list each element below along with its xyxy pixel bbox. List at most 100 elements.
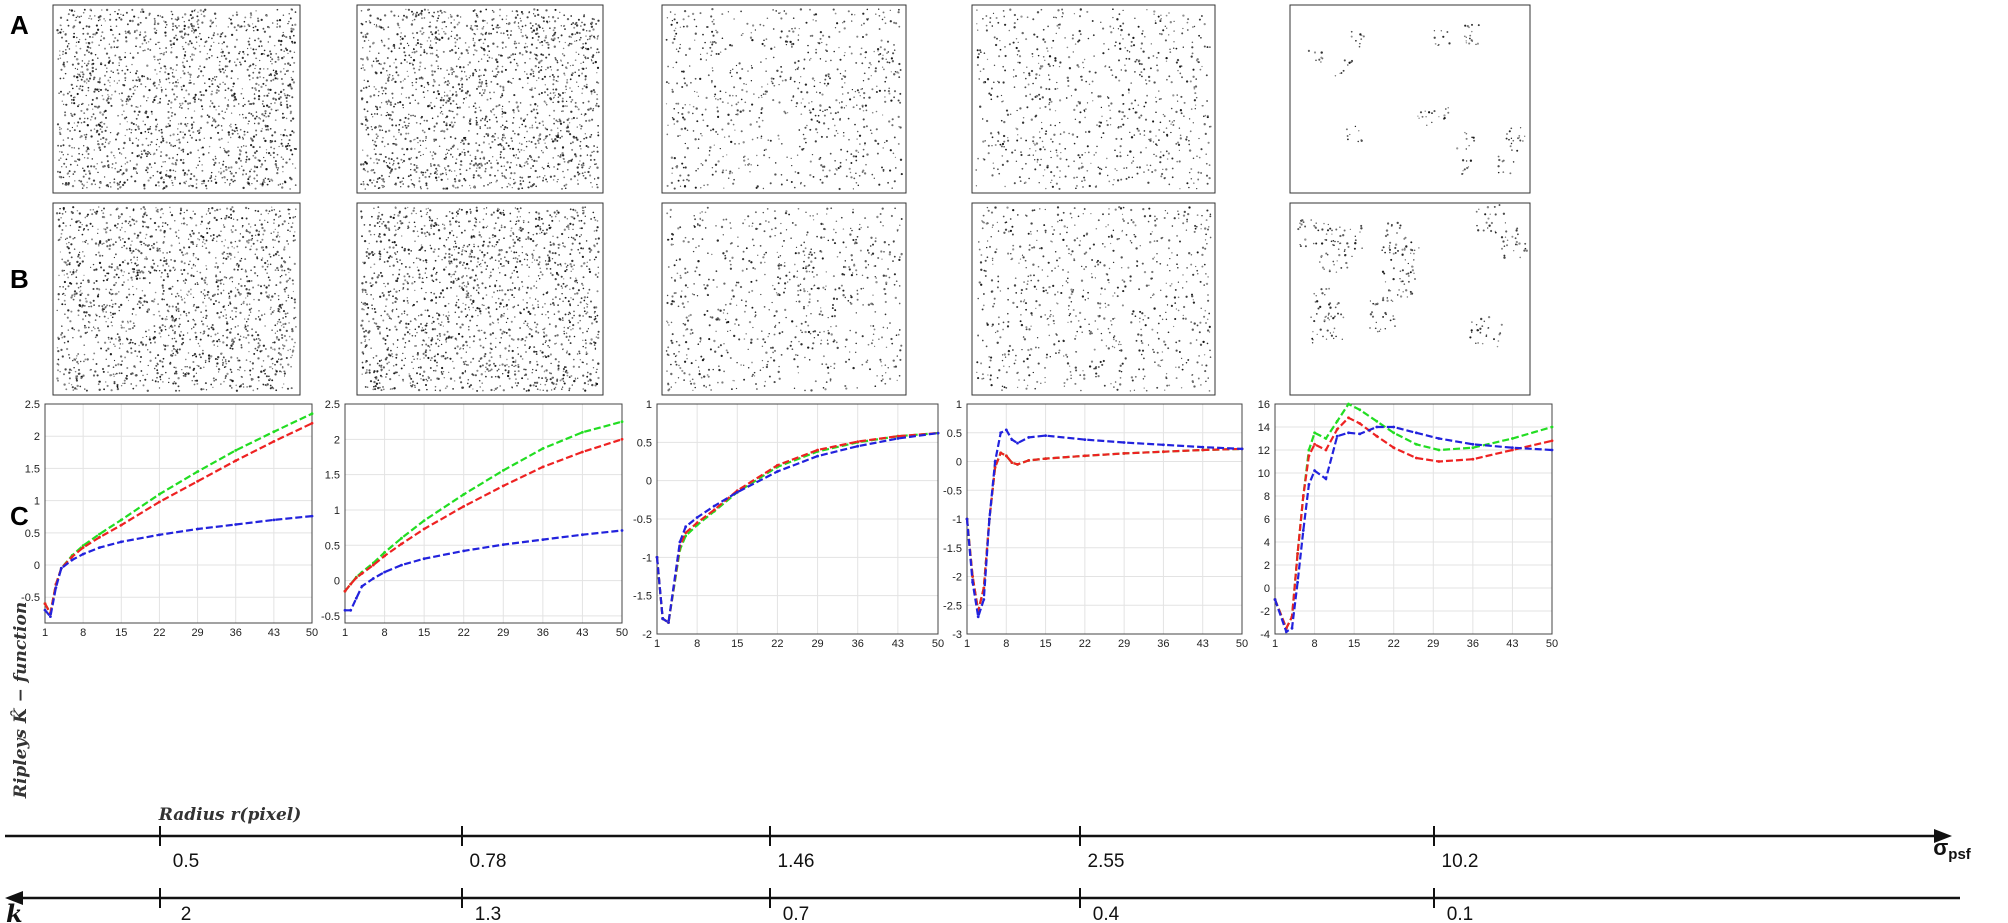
scatter-point — [282, 158, 284, 160]
scatter-point — [403, 14, 405, 17]
scatter-point — [878, 8, 880, 10]
scatter-point — [227, 51, 231, 55]
scatter-point — [729, 71, 732, 74]
scatter-point — [545, 56, 548, 59]
scatter-point — [596, 102, 598, 105]
scatter-point — [1032, 140, 1035, 143]
scatter-point — [254, 156, 257, 159]
scatter-point — [1040, 121, 1043, 124]
scatter-point — [446, 83, 449, 86]
scatter-point — [160, 171, 162, 173]
scatter-point — [269, 154, 272, 156]
scatter-point — [669, 11, 672, 13]
scatter-point — [576, 126, 578, 128]
scatter-point — [410, 179, 413, 181]
scatter-point — [140, 150, 143, 153]
scatter-point — [682, 179, 685, 182]
scatter-point — [491, 18, 494, 21]
scatter-point — [596, 186, 599, 189]
scatter-point — [282, 31, 284, 34]
scatter-point — [535, 58, 538, 61]
scatter-point — [214, 175, 217, 178]
scatter-point — [1156, 144, 1158, 147]
scatter-point — [760, 61, 762, 63]
scatter-point — [285, 117, 288, 120]
scatter-point — [855, 172, 857, 175]
scatter-point — [545, 178, 548, 181]
scatter-point — [251, 114, 254, 117]
scatter-point — [233, 45, 237, 49]
scatter-point — [518, 27, 520, 29]
scatter-point — [847, 91, 850, 94]
scatter-point — [96, 88, 99, 91]
scatter-point — [1012, 76, 1015, 78]
scatter-point — [701, 135, 703, 137]
scatter-point — [98, 81, 101, 84]
scatter-point — [479, 109, 482, 112]
scatter-point — [1161, 172, 1164, 176]
scatter-point — [1088, 184, 1091, 188]
scatter-point — [1010, 113, 1012, 115]
scatter-point — [159, 15, 161, 17]
scatter-point — [148, 127, 151, 131]
scatter-point — [492, 42, 495, 45]
scatter-point — [874, 67, 877, 70]
scatter-point — [582, 46, 585, 49]
scatter-point — [484, 32, 487, 35]
scatter-point — [262, 181, 264, 184]
scatter-point — [59, 50, 61, 52]
scatter-point — [378, 62, 381, 65]
scatter-point — [445, 122, 448, 125]
scatter-point — [1206, 115, 1209, 119]
scatter-point — [120, 98, 122, 101]
scatter-point — [170, 101, 173, 104]
scatter-point — [1143, 105, 1146, 108]
scatter-point — [228, 184, 231, 186]
scatter-point — [375, 25, 378, 28]
scatter-point — [534, 14, 536, 17]
scatter-point — [755, 186, 758, 189]
scatter-point — [708, 154, 711, 156]
scatter-point — [792, 17, 795, 20]
scatter-point — [1130, 136, 1134, 139]
scatter-point — [190, 116, 193, 119]
scatter-point — [1025, 139, 1028, 142]
scatter-point — [553, 96, 555, 98]
scatter-point — [399, 119, 402, 122]
scatter-point — [439, 9, 442, 13]
scatter-point — [541, 120, 544, 123]
scatter-point — [109, 59, 111, 61]
scatter-point — [677, 179, 680, 182]
scatter-point — [672, 66, 674, 69]
scatter-point — [824, 175, 826, 178]
scatter-point — [119, 180, 122, 183]
scatter-point — [1080, 75, 1083, 78]
scatter-point — [396, 157, 399, 160]
scatter-point — [468, 77, 470, 79]
scatter-point — [508, 166, 512, 169]
scatter-point — [104, 129, 107, 132]
scatter-point — [823, 82, 826, 85]
scatter-point — [1109, 117, 1112, 120]
scatter-point — [97, 57, 99, 59]
scatter-point — [174, 25, 177, 27]
scatter-point — [121, 113, 123, 116]
scatter-point — [91, 103, 93, 106]
scatter-point — [62, 103, 65, 106]
scatter-point — [467, 142, 470, 146]
scatter-point — [1208, 164, 1211, 166]
scatter-point — [1155, 143, 1157, 146]
scatter-point — [899, 69, 902, 71]
scatter-point — [457, 148, 459, 150]
scatter-point — [243, 130, 246, 133]
scatter-point — [187, 71, 190, 74]
scatter-point — [106, 71, 108, 73]
scatter-point — [704, 41, 706, 44]
scatter-point — [156, 170, 159, 173]
scatter-point — [458, 21, 461, 24]
scatter-point — [109, 97, 112, 100]
scatter-point — [791, 28, 793, 30]
scatter-point — [197, 19, 200, 22]
scatter-point — [66, 45, 69, 48]
scatter-point — [1354, 125, 1357, 128]
